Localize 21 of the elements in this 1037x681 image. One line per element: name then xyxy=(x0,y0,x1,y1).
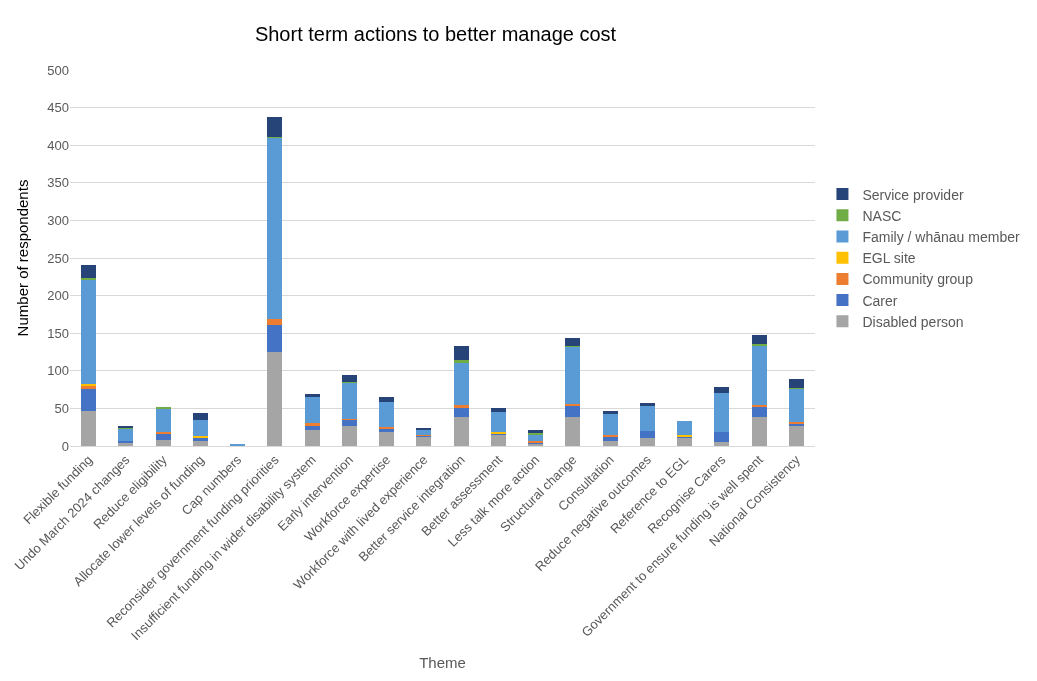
legend-label: Carer xyxy=(862,292,898,309)
y-tick-label: 200 xyxy=(47,288,69,304)
chart-title: Short term actions to better manage cost xyxy=(254,23,617,46)
legend-label: EGL site xyxy=(862,250,916,267)
y-tick-label: 300 xyxy=(47,212,69,228)
y-axis-title: Number of respondents xyxy=(13,179,31,337)
y-tick-label: 50 xyxy=(54,400,69,416)
x-axis-title: Theme xyxy=(419,654,466,672)
y-tick-label: 400 xyxy=(47,137,69,153)
y-tick-label: 150 xyxy=(47,325,69,341)
y-tick-label: 250 xyxy=(47,250,69,266)
y-tick-label: 500 xyxy=(47,62,69,78)
legend-label: Service provider xyxy=(862,186,964,203)
legend-label: Community group xyxy=(862,271,974,288)
y-tick-label: 450 xyxy=(47,100,69,116)
y-tick-label: 0 xyxy=(61,438,69,454)
legend-label: Family / whānau member xyxy=(862,228,1020,245)
y-tick-label: 350 xyxy=(47,175,69,191)
y-tick-label: 100 xyxy=(47,363,69,379)
legend-label: Disabled person xyxy=(862,313,964,330)
legend-label: NASC xyxy=(862,207,902,224)
